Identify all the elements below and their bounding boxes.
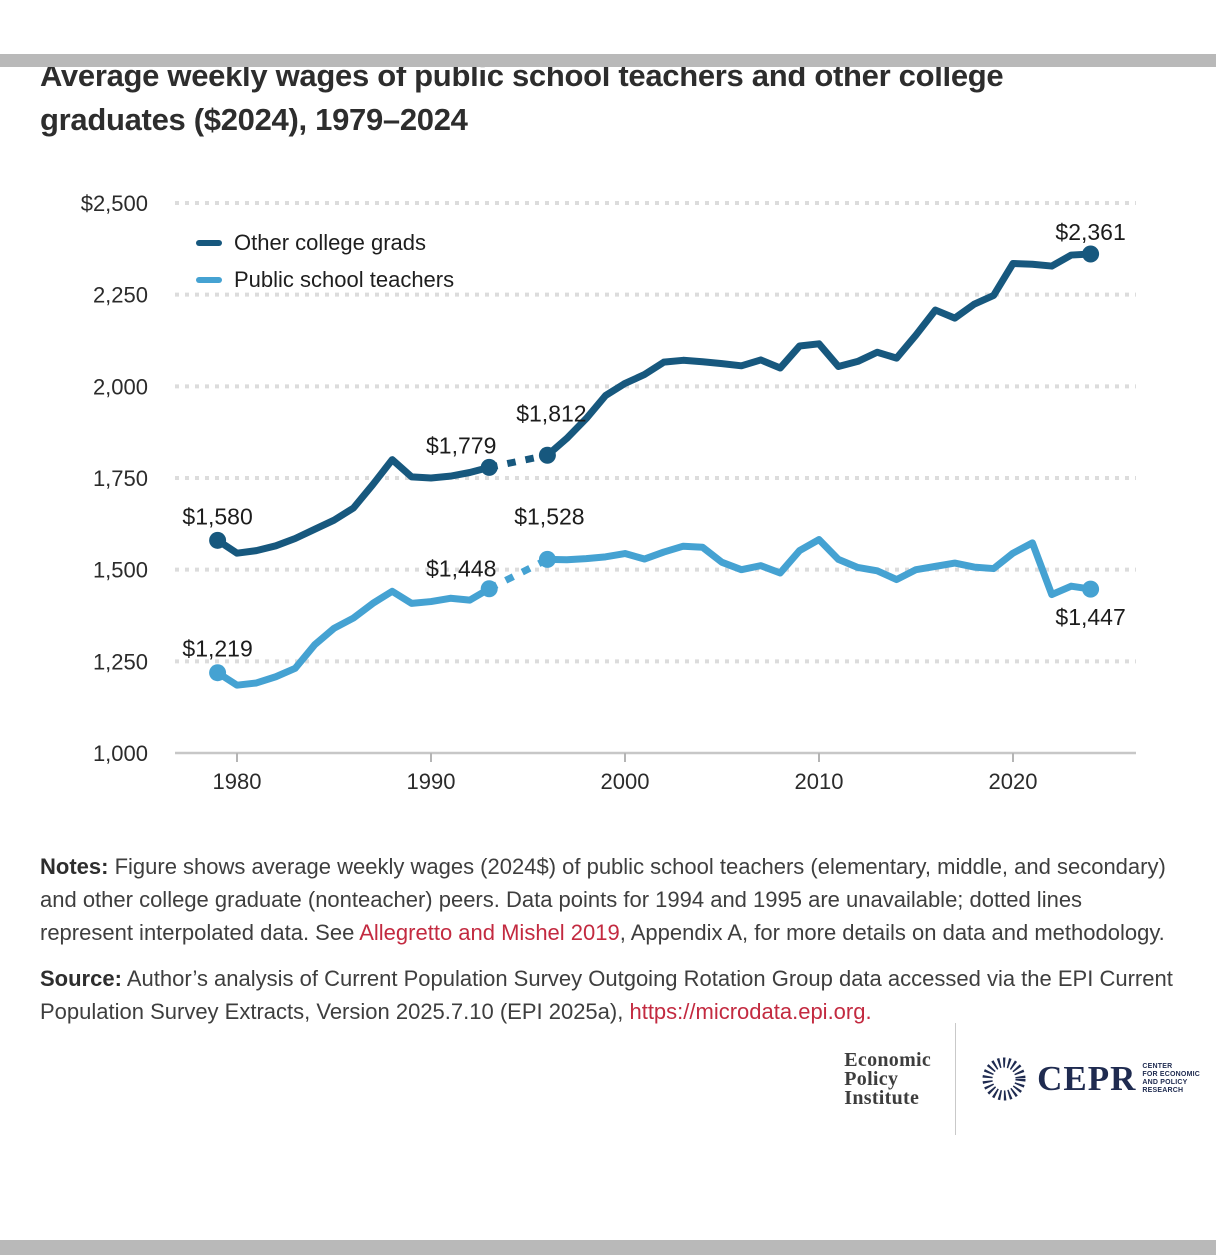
legend-label: Public school teachers [234, 267, 455, 293]
svg-text:$1,580: $1,580 [182, 503, 252, 529]
logo-divider [955, 1023, 957, 1136]
cepr-wordmark: CEPR [1037, 1059, 1137, 1099]
chart: $2,500 2,250 2,000 1,750 1,500 1,250 1,000 1980… [0, 148, 1216, 808]
svg-text:$1,447: $1,447 [1055, 604, 1125, 630]
svg-text:$1,528: $1,528 [514, 503, 584, 529]
source-label: Source: [40, 966, 122, 992]
footer-logos: Economic Policy Institute CEPR CENTER FO… [0, 1023, 1200, 1136]
svg-text:1,500: 1,500 [93, 558, 148, 583]
svg-text:1,250: 1,250 [93, 649, 148, 674]
bottom-frame-bar [0, 1240, 1216, 1255]
legend-label: Other college grads [234, 230, 426, 256]
cepr-subtext: CENTER FOR ECONOMIC AND POLICY RESEARCH [1142, 1063, 1200, 1095]
public-school-teachers-line-swatch [196, 277, 222, 284]
source-text: Author’s analysis of Current Population … [40, 966, 1173, 1025]
svg-text:1990: 1990 [407, 769, 456, 794]
microdata-epi-link[interactable]: https://microdata.epi.org. [629, 999, 872, 1025]
allegretto-mishel-link[interactable]: Allegretto and Mishel 2019 [359, 920, 620, 946]
epi-logo-line: Policy [844, 1067, 899, 1090]
top-frame-bar [0, 54, 1216, 67]
svg-text:2000: 2000 [601, 769, 650, 794]
epi-logo-line: Institute [844, 1086, 920, 1109]
chart-legend: Other college grads Public school teache… [196, 230, 454, 304]
svg-text:2020: 2020 [989, 769, 1038, 794]
cepr-logo-icon [982, 1057, 1026, 1101]
source-paragraph: Source: Author’s analysis of Current Pop… [40, 962, 1176, 1028]
notes-label: Notes: [40, 854, 109, 880]
svg-text:$1,812: $1,812 [516, 400, 586, 426]
line-chart-plot: $2,500 2,250 2,000 1,750 1,500 1,250 1,000 1980… [81, 191, 1136, 794]
notes-text: , Appendix A, for more details on data a… [619, 920, 1165, 946]
chart-title: Average weekly wages of public school te… [40, 58, 1004, 138]
svg-text:$2,500: $2,500 [81, 191, 148, 216]
epi-logo: Economic Policy Institute [844, 1048, 932, 1109]
epi-logo-line: Economic [844, 1048, 932, 1071]
svg-text:$1,448: $1,448 [426, 556, 496, 582]
svg-text:1,000: 1,000 [93, 741, 148, 766]
svg-text:1980: 1980 [213, 769, 262, 794]
svg-text:$1,779: $1,779 [426, 432, 496, 458]
notes-text: Figure shows average weekly wages (2024$… [40, 854, 1166, 946]
svg-text:$2,361: $2,361 [1055, 219, 1125, 245]
svg-text:2,000: 2,000 [93, 374, 148, 399]
legend-item-other-college-grads: Other college grads [196, 230, 454, 256]
svg-text:1,750: 1,750 [93, 466, 148, 491]
notes-paragraph: Notes: Figure shows average weekly wages… [40, 850, 1176, 949]
svg-text:$1,219: $1,219 [182, 636, 252, 662]
svg-text:2,250: 2,250 [93, 283, 148, 308]
other-college-grads-line-swatch [196, 240, 222, 247]
legend-item-public-school-teachers: Public school teachers [196, 267, 454, 293]
svg-text:2010: 2010 [795, 769, 844, 794]
cepr-logo: CEPR CENTER FOR ECONOMIC AND POLICY RESE… [980, 1055, 1200, 1103]
